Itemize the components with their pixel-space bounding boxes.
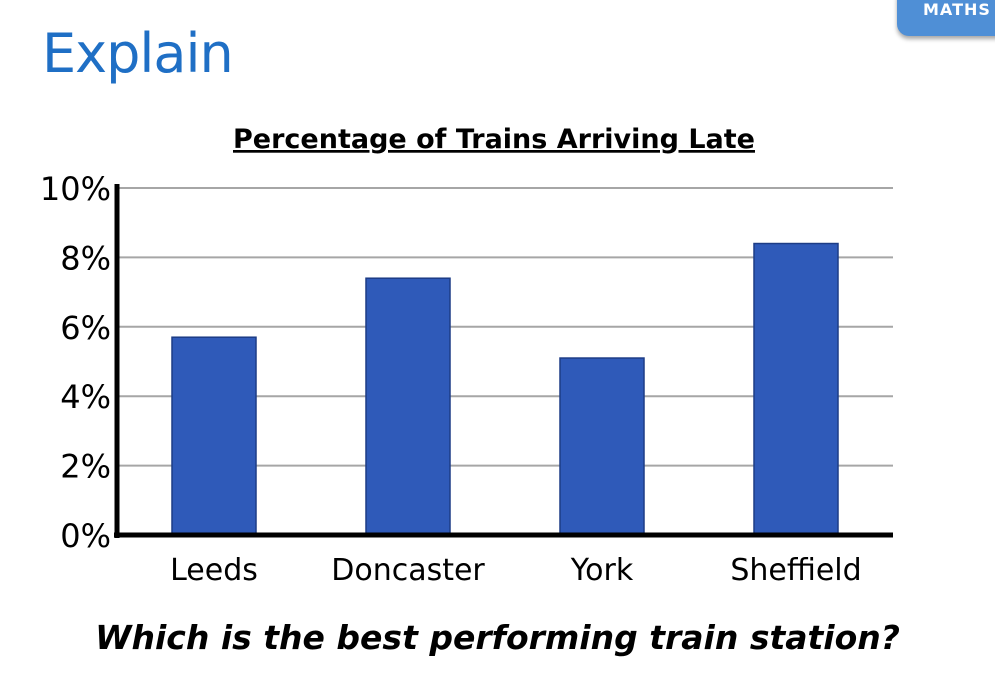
question-text: Which is the best performing train stati… xyxy=(95,618,900,657)
bar-york xyxy=(559,357,645,536)
x-tick-label: York xyxy=(570,553,634,588)
y-tick-label: 10% xyxy=(40,170,111,208)
bar-leeds xyxy=(171,336,257,536)
y-tick-label: 4% xyxy=(60,378,111,416)
y-tick-label: 2% xyxy=(60,448,111,486)
x-tick-label: Leeds xyxy=(170,553,258,588)
y-tick-label: 8% xyxy=(60,239,111,277)
bars xyxy=(171,242,839,536)
tick-labels: Leeds Doncaster York Sheffield 0% 2% 4% 6% 8% 10% xyxy=(40,170,862,588)
y-tick-label: 6% xyxy=(60,309,111,347)
chart-title: Percentage of Trains Arriving Late xyxy=(233,124,755,155)
page-heading: Explain xyxy=(42,22,234,85)
x-tick-label: Sheffield xyxy=(730,553,861,588)
y-tick-label: 0% xyxy=(60,517,111,555)
x-tick-label: Doncaster xyxy=(331,553,485,588)
bar-doncaster xyxy=(365,277,451,536)
axes xyxy=(114,184,893,538)
bar-chart: Leeds Doncaster York Sheffield 0% 2% 4% 6% 8% 10%… xyxy=(40,124,893,588)
maths-badge[interactable]: MATHS xyxy=(897,0,995,36)
bar-sheffield xyxy=(753,242,839,536)
